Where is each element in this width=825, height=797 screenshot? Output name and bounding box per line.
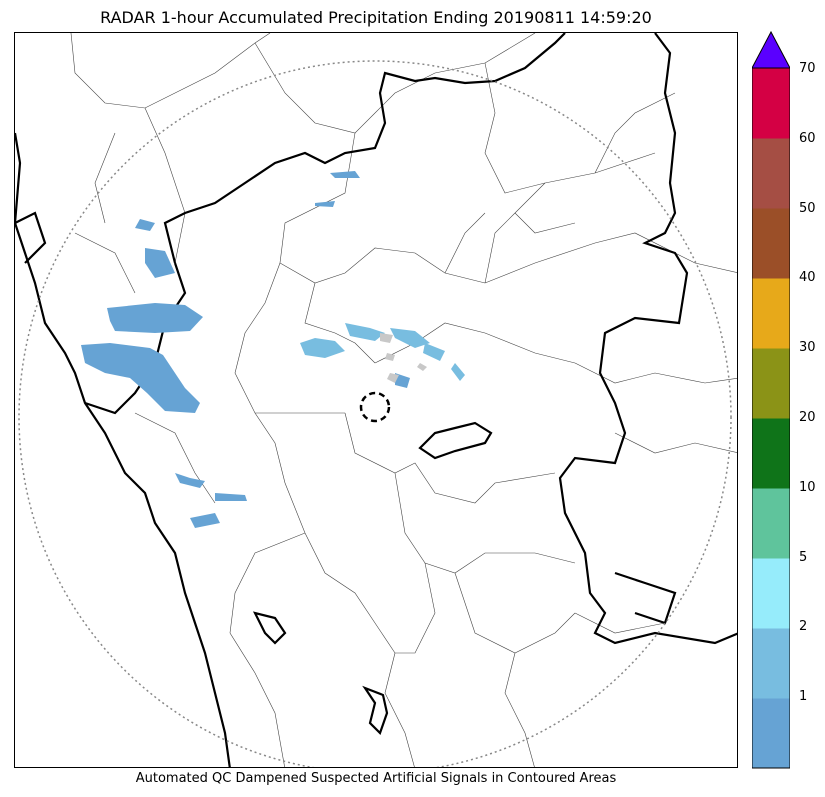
district-boundaries [70, 33, 737, 767]
colorbar-segments [752, 68, 790, 769]
state-boundaries [15, 33, 737, 767]
colorbar-segment [752, 348, 790, 419]
precip-colorbar [752, 30, 790, 769]
colorbar-segment [752, 68, 790, 139]
colorbar-tick-50: 50 [799, 201, 816, 216]
colorbar-segment [752, 138, 790, 209]
precipitation-echoes [81, 171, 410, 528]
colorbar-outline [752, 67, 790, 769]
colorbar-tick-60: 60 [799, 131, 816, 146]
chart-title: RADAR 1-hour Accumulated Precipitation E… [100, 8, 652, 27]
radar-range-ring [18, 60, 732, 767]
colorbar-tick-2: 2 [799, 619, 808, 634]
colorbar-tick-5: 5 [799, 550, 808, 565]
colorbar-extend-arrow [752, 30, 790, 69]
colorbar-segment [752, 558, 790, 629]
colorbar-segment [752, 488, 790, 559]
colorbar-segment [752, 278, 790, 349]
suspect-artificial-echoes [380, 333, 427, 383]
footer-note: Automated QC Dampened Suspected Artifici… [135, 771, 617, 786]
colorbar-segment [752, 418, 790, 489]
colorbar-tick-10: 10 [799, 480, 816, 495]
colorbar-segment [752, 628, 790, 699]
colorbar-tick-40: 40 [799, 270, 816, 285]
colorbar-segment [752, 698, 790, 769]
colorbar-segment [752, 208, 790, 279]
radar-map-svg [15, 33, 737, 767]
colorbar-tick-30: 30 [799, 340, 816, 355]
colorbar-tick-70: 70 [799, 61, 816, 76]
light-precipitation-echoes [300, 323, 465, 381]
radar-map [14, 32, 738, 768]
colorbar-tick-20: 20 [799, 410, 816, 425]
colorbar-tick-1: 1 [799, 689, 808, 704]
radar-site-marker [359, 391, 391, 423]
